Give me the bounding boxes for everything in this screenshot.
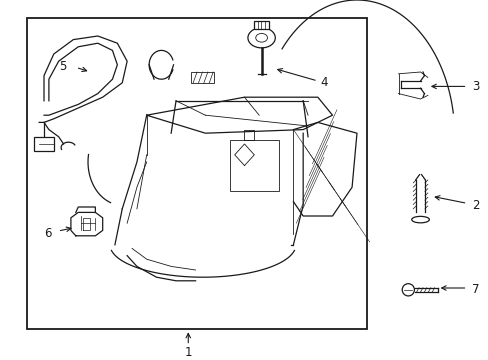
Text: 4: 4 [320, 76, 327, 89]
Bar [254, 21, 268, 29]
Text: 3: 3 [471, 80, 478, 93]
Bar [190, 72, 214, 83]
Text: 5: 5 [59, 60, 66, 73]
Text: 6: 6 [44, 227, 51, 240]
Text: 2: 2 [471, 199, 478, 212]
Bar [27, 18, 366, 329]
Bar [229, 140, 278, 191]
Bar [34, 137, 54, 151]
Text: 1: 1 [184, 346, 192, 359]
Text: 7: 7 [471, 283, 478, 296]
